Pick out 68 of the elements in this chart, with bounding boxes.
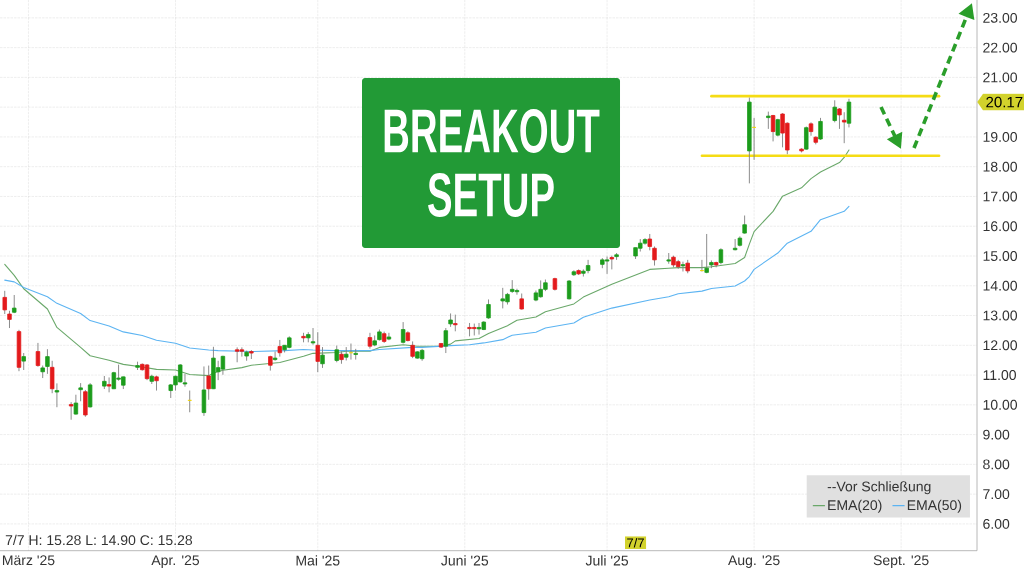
x-tick-label: Sept. '25: [873, 555, 929, 568]
candlestick: [201, 365, 207, 417]
y-tick-label: 17.00: [983, 191, 1018, 202]
y-tick-label: 10.00: [983, 399, 1018, 410]
candlestick: [732, 238, 738, 251]
candlestick: [353, 348, 358, 361]
candlestick: [837, 107, 842, 130]
y-tick-label: 15.00: [983, 251, 1018, 261]
y-tick-label: 6.00: [983, 518, 1010, 529]
y-tick-label: 8.00: [983, 459, 1010, 470]
candlestick: [315, 331, 320, 373]
text: 20.17: [986, 96, 1023, 108]
candlestick: [604, 256, 610, 275]
candlestick: [45, 348, 50, 375]
x-tick-label: Apr. '25: [151, 555, 200, 568]
candlestick: [83, 389, 88, 418]
candlestick: [818, 117, 823, 141]
y-tick-label: 23.00: [983, 12, 1018, 23]
y-tick-label: 14.00: [983, 280, 1018, 291]
candlestick: [73, 394, 79, 416]
candlestick: [842, 111, 847, 144]
candlestick: [2, 290, 7, 315]
candlestick: [832, 99, 837, 123]
candlestick: [680, 261, 686, 272]
candlestick: [585, 259, 591, 274]
annotation: 7/7 H: 15.28 L: 14.90 C: 15.28: [5, 534, 193, 546]
candlestick: [742, 215, 747, 235]
y-tick-label: 19.00: [983, 131, 1018, 142]
candlestick: [846, 98, 852, 128]
y-tick-label: 22.00: [983, 42, 1018, 53]
y-tick-label: 21.00: [983, 72, 1018, 83]
candlestick: [652, 246, 657, 266]
y-tick-label: 16.00: [983, 221, 1018, 232]
y-tick-label: 11.00: [983, 370, 1016, 381]
candlestick: [68, 401, 74, 421]
candlestick: [770, 114, 776, 142]
candlestick: [704, 233, 709, 274]
y-tick-label: 13.00: [983, 310, 1018, 321]
candlestick: [453, 314, 458, 332]
candlestick: [87, 382, 93, 408]
y-tick-label: 7.00: [983, 489, 1010, 500]
x-tick-label: Juni '25: [441, 555, 489, 566]
candlestick: [320, 346, 325, 369]
y-tick-label: 12.00: [983, 340, 1018, 351]
legend-label: EMA(50): [907, 499, 962, 513]
candlestick: [234, 346, 240, 363]
x-tick-label: Aug. '25: [728, 555, 780, 568]
y-tick-label: 18.00: [983, 161, 1018, 172]
candlestick: [514, 288, 520, 296]
text: BREAKOUT SETUP: [384, 109, 600, 217]
x-tick-label: Juli '25: [585, 555, 629, 566]
candlestick: [78, 382, 83, 402]
candlestick: [566, 279, 572, 300]
x-tick-label: Mai '25: [296, 555, 340, 566]
candlestick: [486, 299, 491, 320]
candlestick: [400, 321, 406, 344]
x-tick-label: März '25: [2, 555, 55, 566]
candlestick: [476, 322, 482, 336]
candlestick: [272, 351, 278, 362]
candlestick: [35, 342, 41, 368]
candlestick: [239, 346, 245, 358]
annotation: --Vor Schließung: [827, 481, 931, 495]
annotation: 7/7: [627, 537, 644, 548]
candlestick: [443, 327, 449, 354]
legend-label: EMA(20): [828, 499, 882, 513]
candlestick: [310, 327, 316, 346]
candlestick: [106, 377, 112, 393]
y-tick-label: 9.00: [983, 429, 1010, 440]
